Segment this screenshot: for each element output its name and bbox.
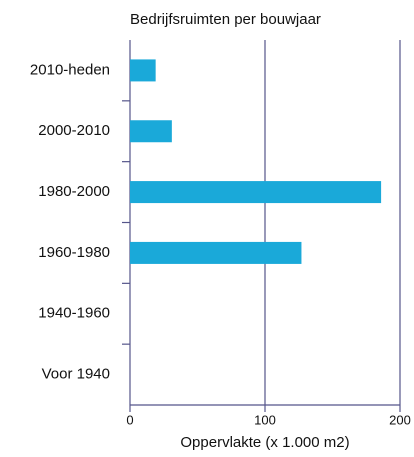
y-tick-label: 2000-2010	[38, 122, 110, 139]
bar	[130, 241, 302, 264]
bar	[130, 120, 172, 143]
y-tick-label: 1960-1980	[38, 244, 110, 261]
y-tick-label: 2010-heden	[30, 61, 110, 78]
y-tick-label: 1980-2000	[38, 183, 110, 200]
x-tick-label: 0	[126, 412, 133, 427]
x-axis-label: Oppervlakte (x 1.000 m2)	[180, 434, 349, 451]
x-tick-label: 100	[254, 412, 276, 427]
y-tick-label: Voor 1940	[42, 366, 110, 383]
y-tick-label: 1940-1960	[38, 305, 110, 322]
bar	[130, 181, 382, 204]
bar	[130, 59, 156, 82]
x-tick-label: 200	[389, 412, 411, 427]
chart-title: Bedrijfsruimten per bouwjaar	[130, 11, 321, 28]
